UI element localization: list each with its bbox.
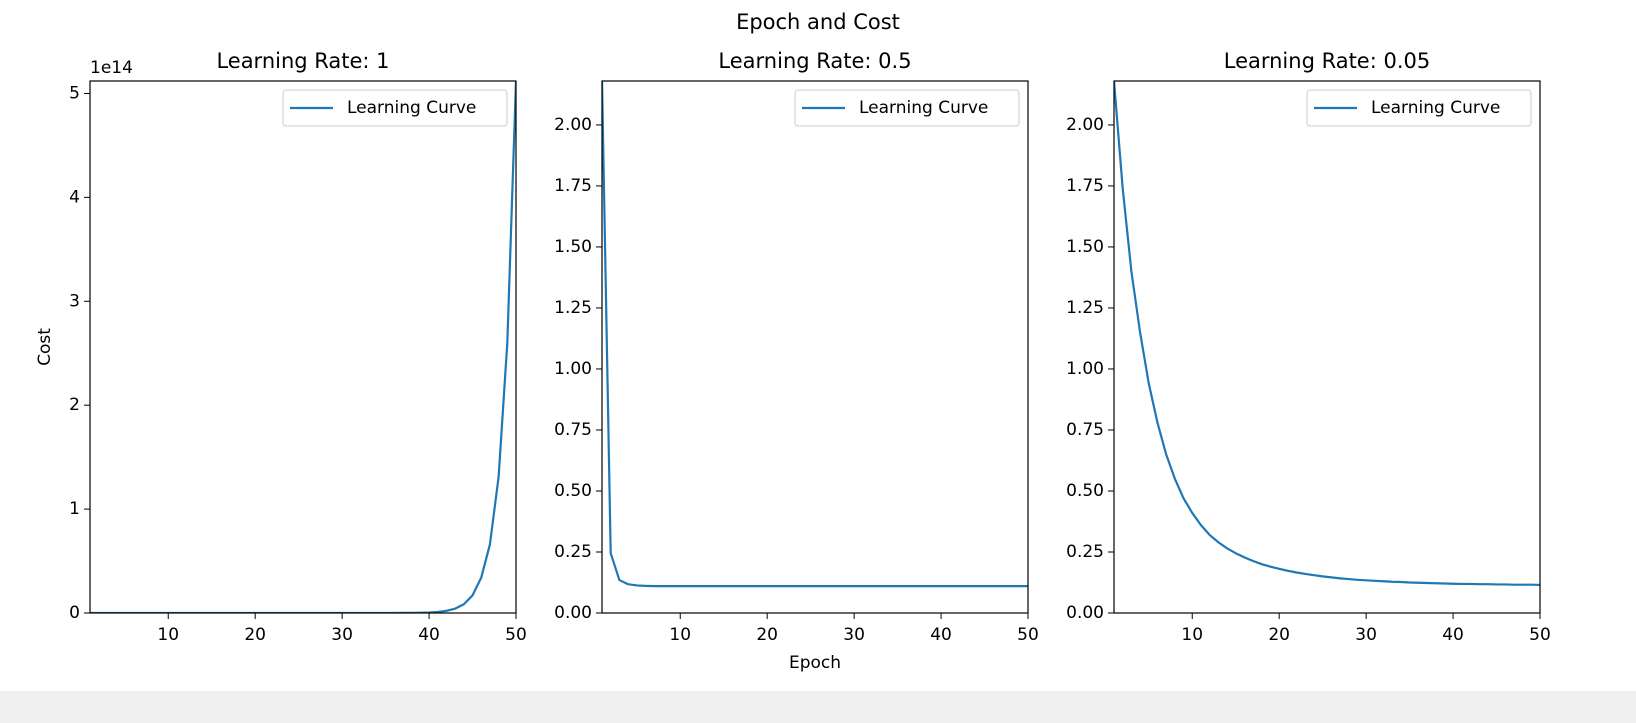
y-tick-label: 5 <box>69 83 80 103</box>
x-tick-label: 20 <box>1268 625 1290 645</box>
x-tick-label: 40 <box>930 625 952 645</box>
y-tick-label: 1.25 <box>554 298 592 318</box>
y-tick-label: 2 <box>69 395 80 415</box>
x-tick-label: 40 <box>1442 625 1464 645</box>
axes-frame <box>1113 80 1541 614</box>
x-tick-label: 50 <box>505 625 527 645</box>
y-tick-label: 2.00 <box>1066 115 1104 135</box>
bottom-bar <box>0 691 1636 723</box>
subplot: Learning Rate: 1 10 20 30 40 50 0 1 2 3 4 5 1e14 Cost… <box>35 49 527 645</box>
y-tick-label: 0.00 <box>554 603 592 623</box>
x-tick-label: 30 <box>843 625 865 645</box>
x-tick-label: 40 <box>418 625 440 645</box>
y-tick-label: 1.75 <box>554 176 592 196</box>
y-tick-label: 0 <box>69 603 80 623</box>
subplot-title: Learning Rate: 1 <box>216 49 389 73</box>
x-tick-label: 20 <box>244 625 266 645</box>
y-tick-label: 4 <box>69 187 80 207</box>
y-offset-label: 1e14 <box>90 58 133 78</box>
axes-frame <box>601 80 1029 614</box>
x-tick-label: 50 <box>1529 625 1551 645</box>
line-series <box>1114 81 1540 587</box>
x-tick-label: 10 <box>157 625 179 645</box>
y-tick-label: 1.25 <box>1066 298 1104 318</box>
legend-box <box>1306 89 1532 127</box>
x-tick-label: 30 <box>331 625 353 645</box>
x-tick-label: 20 <box>756 625 778 645</box>
legend-label: Learning Curve <box>347 98 476 118</box>
subplot-title: Learning Rate: 0.05 <box>1224 49 1431 73</box>
y-tick-label: 1.75 <box>1066 176 1104 196</box>
subplot: Learning Rate: 0.5 10 20 30 40 50 0.00 0.25 0.50… <box>554 49 1039 673</box>
line-series <box>602 81 1028 588</box>
y-tick-label: 0.00 <box>1066 603 1104 623</box>
y-tick-label: 3 <box>69 291 80 311</box>
y-tick-label: 1 <box>69 499 80 519</box>
legend-box <box>794 89 1020 127</box>
legend-label: Learning Curve <box>1371 98 1500 118</box>
y-tick-label: 0.25 <box>1066 542 1104 562</box>
x-tick-label: 10 <box>1181 625 1203 645</box>
y-tick-label: 1.00 <box>554 359 592 379</box>
y-tick-label: 0.25 <box>554 542 592 562</box>
line-series <box>90 81 516 613</box>
subplot: Learning Rate: 0.05 10 20 30 40 50 0.00 0.25 0.5… <box>1066 49 1551 645</box>
y-tick-label: 0.50 <box>1066 481 1104 501</box>
y-tick-label: 1.00 <box>1066 359 1104 379</box>
y-tick-label: 0.75 <box>1066 420 1104 440</box>
y-tick-label: 2.00 <box>554 115 592 135</box>
axes-frame <box>89 80 517 614</box>
x-tick-label: 30 <box>1355 625 1377 645</box>
y-tick-label: 1.50 <box>1066 237 1104 257</box>
y-tick-label: 0.50 <box>554 481 592 501</box>
subplot-title: Learning Rate: 0.5 <box>718 49 911 73</box>
y-tick-label: 0.75 <box>554 420 592 440</box>
x-tick-label: 50 <box>1017 625 1039 645</box>
x-tick-label: 10 <box>669 625 691 645</box>
x-axis-label: Epoch <box>789 653 841 673</box>
legend-box <box>282 89 508 127</box>
y-tick-label: 1.50 <box>554 237 592 257</box>
y-axis-label: Cost <box>35 328 55 366</box>
legend-label: Learning Curve <box>859 98 988 118</box>
figure-title: Epoch and Cost <box>736 10 900 34</box>
